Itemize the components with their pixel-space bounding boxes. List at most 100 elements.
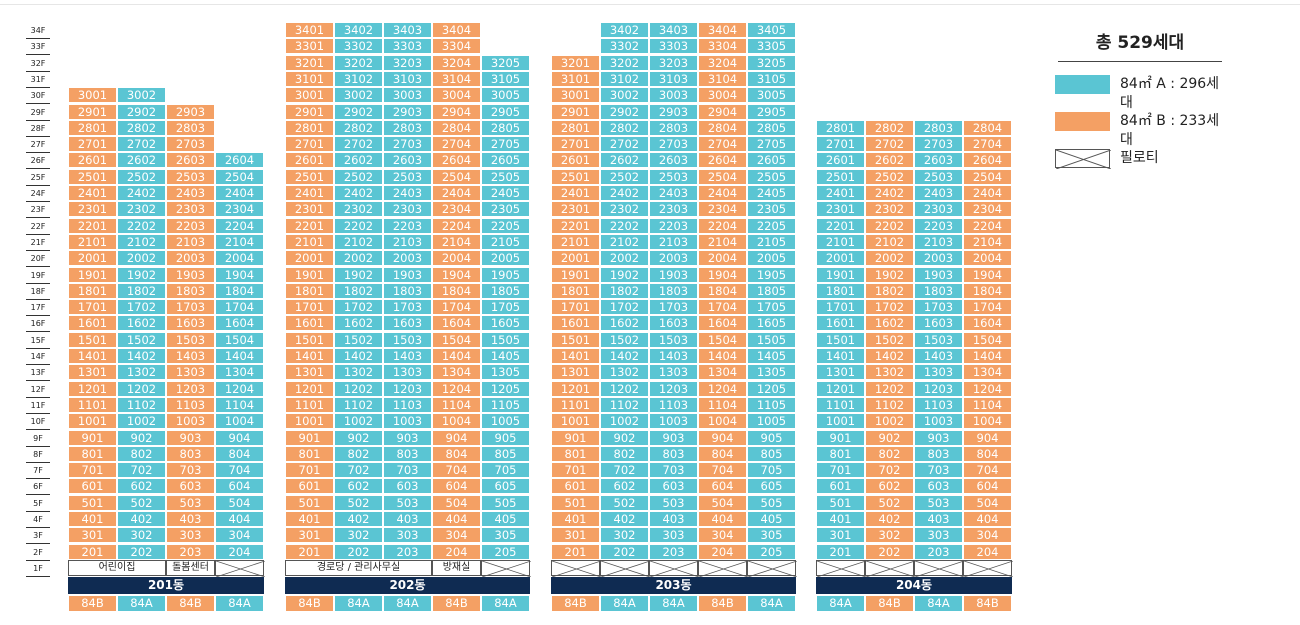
unit-cell: 1804 xyxy=(698,282,747,299)
unit-cell: 2501 xyxy=(816,168,865,185)
unit-cell: 1203 xyxy=(649,380,698,397)
unit-cell: 703 xyxy=(649,462,698,479)
unit-cell: 2002 xyxy=(117,250,166,267)
floor-label: 18F xyxy=(26,284,50,300)
unit-cell: 1405 xyxy=(747,348,796,364)
unit-cell: 2001 xyxy=(816,250,865,267)
unit-cell: 2604 xyxy=(963,152,1012,169)
unit-cell: 2305 xyxy=(481,201,530,218)
unit-cell: 1004 xyxy=(698,413,747,430)
unit-cell: 904 xyxy=(963,429,1012,446)
unit-cell: 1705 xyxy=(481,299,530,316)
unit-cell: 2802 xyxy=(334,119,383,136)
unit-cell: 902 xyxy=(600,429,649,446)
unit-cell: 404 xyxy=(698,511,747,527)
unit-cell: 1204 xyxy=(963,380,1012,397)
unit-cell: 1603 xyxy=(383,315,432,332)
unit-cell: 802 xyxy=(865,445,914,462)
unit-cell: 2601 xyxy=(285,152,334,169)
unit-cell: 2903 xyxy=(166,103,215,120)
unit-cell: 2902 xyxy=(600,103,649,120)
unit-cell: 2805 xyxy=(481,119,530,136)
unit-cell: 704 xyxy=(432,462,481,479)
unit-cell: 2703 xyxy=(383,136,432,153)
unit-cell: 2703 xyxy=(649,136,698,153)
unit-cell: 602 xyxy=(334,478,383,495)
unit-cell: 1901 xyxy=(551,266,600,283)
unit-cell: 1802 xyxy=(117,282,166,299)
unit-cell: 2904 xyxy=(698,103,747,120)
unit-cell: 803 xyxy=(383,445,432,462)
unit-cell: 1802 xyxy=(600,282,649,299)
unit-type-label: 84B xyxy=(963,595,1012,612)
unit-cell: 1303 xyxy=(383,364,432,381)
unit-cell: 2801 xyxy=(551,119,600,136)
unit-cell: 1101 xyxy=(285,396,334,413)
unit-cell: 1302 xyxy=(865,364,914,381)
unit-cell: 1901 xyxy=(68,266,117,283)
unit-cell: 2205 xyxy=(481,217,530,234)
floor-label: 4F xyxy=(26,512,50,528)
unit-cell: 1605 xyxy=(481,315,530,332)
floor-label: 20F xyxy=(26,251,50,268)
unit-cell: 502 xyxy=(117,494,166,511)
unit-cell: 2001 xyxy=(551,250,600,267)
unit-cell: 502 xyxy=(600,494,649,511)
unit-cell: 2101 xyxy=(68,233,117,250)
unit-type-label: 84A xyxy=(215,595,264,612)
unit-cell: 1203 xyxy=(914,380,963,397)
unit-cell: 1001 xyxy=(816,413,865,430)
unit-cell: 301 xyxy=(285,527,334,544)
unit-cell: 1001 xyxy=(285,413,334,430)
unit-cell: 3301 xyxy=(285,38,334,55)
unit-cell: 3103 xyxy=(649,70,698,87)
unit-cell: 1904 xyxy=(215,266,264,283)
unit-cell: 2403 xyxy=(383,185,432,201)
floor-label: 1F xyxy=(26,561,50,577)
unit-cell: 1601 xyxy=(285,315,334,332)
unit-cell: 3002 xyxy=(334,87,383,104)
unit-cell: 303 xyxy=(649,527,698,544)
unit-cell: 1905 xyxy=(747,266,796,283)
unit-cell: 1401 xyxy=(285,348,334,364)
unit-cell: 302 xyxy=(600,527,649,544)
unit-cell: 1702 xyxy=(117,299,166,316)
unit-cell: 2302 xyxy=(600,201,649,218)
unit-cell: 1804 xyxy=(963,282,1012,299)
floor-label: 12F xyxy=(26,382,50,398)
unit-type-label: 84B xyxy=(68,595,117,612)
unit-cell: 401 xyxy=(551,511,600,527)
unit-cell: 1304 xyxy=(432,364,481,381)
unit-cell: 3105 xyxy=(747,70,796,87)
unit-cell: 1804 xyxy=(432,282,481,299)
unit-cell: 1803 xyxy=(166,282,215,299)
unit-cell: 1604 xyxy=(215,315,264,332)
unit-cell: 3005 xyxy=(747,87,796,104)
unit-type-label: 84A xyxy=(481,595,530,612)
unit-cell: 2403 xyxy=(914,185,963,201)
unit-cell: 804 xyxy=(963,445,1012,462)
unit-cell: 902 xyxy=(117,429,166,446)
ground-facility: 방재실 xyxy=(432,559,481,576)
piloti-cell xyxy=(963,559,1013,577)
unit-cell: 3204 xyxy=(698,54,747,71)
unit-cell: 1401 xyxy=(551,348,600,364)
unit-cell: 3102 xyxy=(600,70,649,87)
unit-cell: 503 xyxy=(649,494,698,511)
unit-cell: 304 xyxy=(215,527,264,544)
unit-cell: 3002 xyxy=(600,87,649,104)
unit-cell: 2103 xyxy=(649,233,698,250)
unit-cell: 2302 xyxy=(865,201,914,218)
floor-label: 6F xyxy=(26,479,50,496)
unit-cell: 903 xyxy=(914,429,963,446)
unit-cell: 902 xyxy=(334,429,383,446)
unit-cell: 1802 xyxy=(865,282,914,299)
unit-cell: 3205 xyxy=(747,54,796,71)
unit-cell: 1505 xyxy=(747,331,796,348)
floor-label: 32F xyxy=(26,56,50,72)
unit-cell: 1202 xyxy=(865,380,914,397)
unit-cell: 2503 xyxy=(166,168,215,185)
unit-cell: 2603 xyxy=(166,152,215,169)
piloti-cell xyxy=(747,559,797,577)
floor-label: 19F xyxy=(26,268,50,284)
